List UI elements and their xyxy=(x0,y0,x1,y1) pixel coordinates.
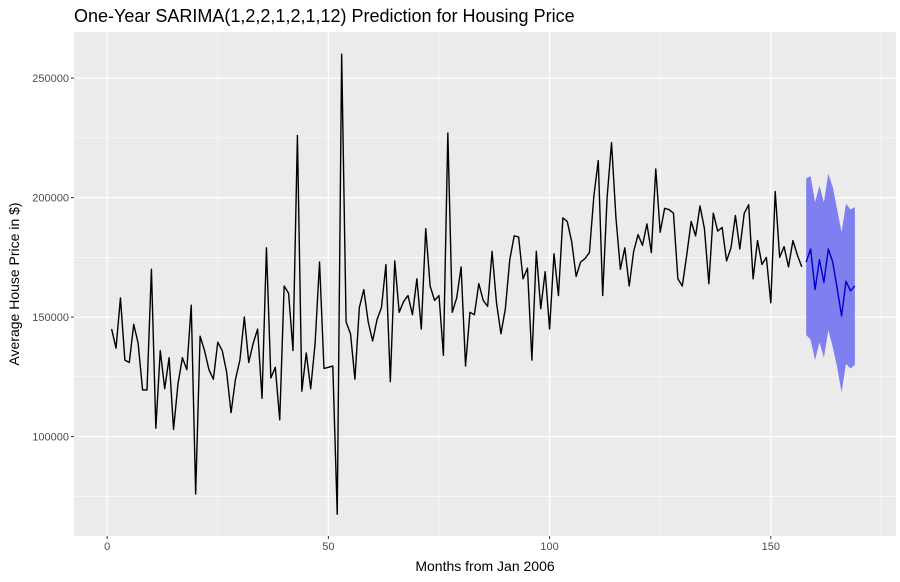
y-tick-label: 150000 xyxy=(32,312,69,324)
y-axis: 100000 150000 200000 250000 xyxy=(32,73,74,444)
x-tick-label: 150 xyxy=(762,541,780,553)
series-lines xyxy=(110,53,856,515)
plot-panel xyxy=(74,32,896,536)
prediction-interval xyxy=(806,173,855,393)
x-tick-label: 50 xyxy=(322,541,334,553)
y-tick-label: 200000 xyxy=(32,193,69,205)
y-axis-title: Average House Price in $) xyxy=(6,202,22,365)
y-tick-label: 100000 xyxy=(32,432,69,444)
prediction-interval-band xyxy=(806,173,855,393)
x-tick-label: 0 xyxy=(104,541,110,553)
x-tick-label: 100 xyxy=(540,541,558,553)
x-axis-title: Months from Jan 2006 xyxy=(415,558,555,574)
forecast-line xyxy=(805,248,856,317)
x-axis: 0 50 100 150 xyxy=(104,536,780,553)
chart-title: One-Year SARIMA(1,2,2,1,2,1,12) Predicti… xyxy=(74,6,575,26)
y-tick-label: 250000 xyxy=(32,73,69,85)
gridlines xyxy=(74,32,896,536)
